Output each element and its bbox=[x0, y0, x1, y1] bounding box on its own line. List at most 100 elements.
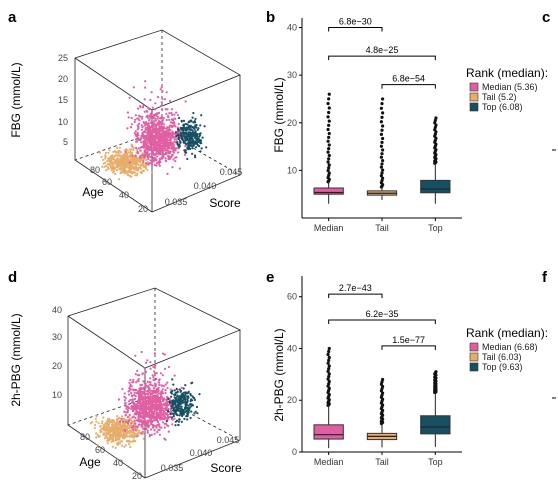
panel-b-outlier-point bbox=[327, 92, 331, 96]
panel-a-scatter-point bbox=[136, 160, 139, 163]
panel-d-scatter-point bbox=[103, 437, 106, 440]
panel-d-x-tick: 0.040 bbox=[190, 448, 213, 458]
panel-d-scatter-point bbox=[177, 399, 180, 402]
panel-d-scatter-point bbox=[142, 413, 145, 416]
panel-d-scatter-point bbox=[180, 411, 183, 414]
panel-a-scatter-point bbox=[123, 157, 126, 160]
panel-d-scatter-point bbox=[158, 423, 161, 426]
panel-b-outlier-point bbox=[380, 140, 384, 145]
panel-d-scatter-point bbox=[117, 436, 121, 439]
panel-a-scatter-point bbox=[198, 145, 201, 148]
panel-a-scatter-point bbox=[196, 128, 199, 131]
panel-d-scatter-point bbox=[113, 428, 117, 431]
panel-a-scatter-point bbox=[130, 143, 133, 146]
panel-d-scatter-point bbox=[175, 399, 179, 402]
panel-a-scatter-point bbox=[159, 158, 162, 161]
panel-a-scatter-point bbox=[133, 167, 136, 170]
panel-b-x-tick-label: Median bbox=[314, 223, 344, 233]
panel-d-scatter-point bbox=[123, 432, 126, 435]
panel-a-scatter-point bbox=[154, 130, 157, 133]
panel-d-scatter-point bbox=[94, 423, 97, 427]
panel-e-outlier-point bbox=[327, 349, 331, 354]
panel-d-scatter-point bbox=[126, 427, 130, 430]
panel-a-scatter-point bbox=[135, 140, 138, 143]
panel-d-scatter-point bbox=[147, 386, 150, 389]
panel-d-scatter-point bbox=[141, 372, 144, 375]
panel-d-scatter-point bbox=[159, 417, 162, 420]
panel-d-scatter-point bbox=[104, 434, 107, 437]
panel-a-scatter-point bbox=[152, 120, 155, 123]
panel-d-scatter-point bbox=[145, 399, 148, 402]
panel-a-scatter-point bbox=[169, 143, 172, 146]
panel-d-scatter-point bbox=[170, 418, 174, 421]
panel-a-scatter-point bbox=[184, 153, 187, 156]
panel-a-scatter-point bbox=[172, 149, 175, 152]
panel-a-scatter-point bbox=[190, 134, 193, 137]
panel-e-legend-swatch bbox=[469, 342, 479, 352]
panel-d-scatter-point bbox=[127, 393, 131, 396]
panel-a-scatter-point bbox=[152, 115, 155, 118]
panel-d-scatter-point bbox=[196, 412, 199, 415]
panel-d-scatter-point bbox=[121, 427, 124, 430]
panel-a-scatter-point bbox=[146, 156, 149, 159]
panel-a-scatter-point bbox=[184, 100, 187, 103]
panel-a-z-tick: 5 bbox=[63, 137, 68, 147]
panel-d-scatter-point bbox=[162, 385, 165, 388]
panel-a-scatter-point bbox=[194, 156, 197, 159]
panel-a-scatter-point bbox=[146, 106, 149, 109]
panel-d-scatter-point bbox=[133, 398, 136, 401]
panel-a-scatter-point bbox=[134, 130, 137, 133]
panel-a-scatter-point bbox=[142, 104, 145, 107]
panel-d-scatter-point bbox=[155, 403, 159, 407]
panel-d-scatter-point bbox=[131, 399, 134, 402]
panel-e-p-value: 1.5e−77 bbox=[392, 335, 425, 345]
panel-d-scatter-point bbox=[168, 416, 171, 419]
panel-d-scatter-point bbox=[124, 414, 127, 417]
panel-a-scatter-point bbox=[137, 126, 140, 130]
panel-a-scatter-point bbox=[177, 147, 180, 150]
panel-a-scatter-point bbox=[146, 163, 149, 166]
panel-a-scatter-point bbox=[164, 160, 168, 163]
panel-d-scatter-point bbox=[198, 393, 201, 396]
panel-a-scatter-point bbox=[190, 120, 193, 123]
panel-d-scatter-point bbox=[154, 407, 157, 410]
panel-a-scatter-point bbox=[146, 141, 149, 145]
panel-b-bracket-line bbox=[328, 55, 436, 61]
panel-d-scatter-point bbox=[158, 378, 161, 381]
panel-a-scatter-point bbox=[136, 132, 139, 135]
panel-d-scatter-point bbox=[116, 424, 119, 427]
panel-d-scatter-point bbox=[152, 365, 155, 368]
panel-d-scatter-point bbox=[151, 374, 154, 377]
panel-a-scatter-point bbox=[177, 131, 180, 134]
panel-a-scatter-point bbox=[142, 140, 145, 143]
panel-e-outlier-point bbox=[434, 370, 438, 374]
panel-d-scatter-point bbox=[162, 397, 165, 400]
panel-d-scatter-point bbox=[167, 365, 170, 369]
panel-a-scatter-point bbox=[141, 153, 144, 156]
panel-d-scatter-point bbox=[148, 435, 151, 438]
panel-a-scatter-point bbox=[163, 137, 166, 140]
panel-b-outlier-point bbox=[381, 168, 385, 172]
panel-a-scatter-point bbox=[126, 111, 129, 114]
panel-d-scatter-point bbox=[193, 412, 196, 415]
panel-a-scatter-point bbox=[135, 156, 139, 159]
panel-b-outliers-tail bbox=[379, 97, 385, 189]
panel-d-scatter-point bbox=[173, 393, 176, 396]
panel-a-scatter-point bbox=[165, 112, 168, 115]
panel-a-scatter-point bbox=[125, 159, 128, 162]
panel-d-scatter-point bbox=[162, 352, 165, 355]
panel-a-scatter-point bbox=[192, 144, 195, 147]
panel-d-scatter-point bbox=[143, 403, 146, 406]
panel-a-scatter-point bbox=[159, 121, 162, 124]
panel-d-scatter-point bbox=[174, 402, 177, 406]
panel-d-scatter-point bbox=[112, 431, 115, 434]
panel-a-scatter-point bbox=[153, 144, 156, 147]
panel-a-scatter-point bbox=[146, 114, 149, 117]
panel-d-scatter-point bbox=[181, 396, 184, 399]
panel-d-scatter-point bbox=[156, 431, 159, 434]
panel-d-scatter-point bbox=[189, 403, 192, 406]
panel-a-scatter-point bbox=[144, 167, 147, 170]
panel-a-scatter-point bbox=[162, 127, 165, 130]
panel-a-scatter-point bbox=[134, 146, 138, 149]
panel-a-scatter-point bbox=[154, 137, 157, 140]
